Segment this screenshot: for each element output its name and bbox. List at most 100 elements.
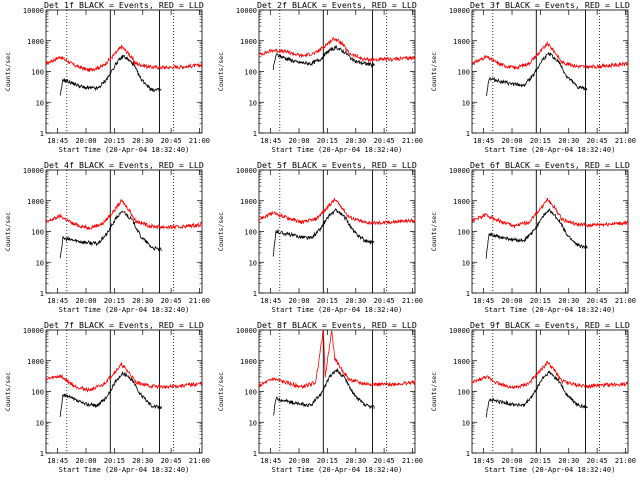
y-tick-label: 1000 [453, 198, 470, 206]
lld-series-line [471, 360, 629, 390]
y-tick-label: 1000 [453, 358, 470, 366]
events-series-line [485, 208, 588, 259]
x-tick-label: 20:15 [104, 297, 125, 305]
y-tick-label: 1000 [453, 38, 470, 46]
x-tick-label: 21:00 [615, 297, 636, 305]
y-tick-label: 1 [40, 130, 44, 138]
x-tick-label: 18:45 [473, 297, 494, 305]
y-tick-label: 10000 [23, 327, 44, 335]
y-tick-label: 10000 [449, 327, 470, 335]
x-tick-label: 20:00 [288, 137, 309, 145]
plot-frame [471, 169, 629, 294]
events-series-line [59, 370, 162, 417]
x-tick-label: 20:15 [104, 137, 125, 145]
x-tick-label: 20:30 [558, 297, 579, 305]
y-tick-label: 1 [253, 130, 257, 138]
panel-plot: Det 6f BLACK = Events, RED = LLD 1 10 100 10… [430, 160, 636, 314]
x-tick-label: 20:00 [75, 457, 96, 465]
plot-frame [258, 9, 416, 134]
x-tick-label: 20:30 [345, 457, 366, 465]
y-tick-label: 100 [457, 389, 470, 397]
plot-frame [45, 329, 203, 454]
events-series-line [485, 370, 588, 418]
x-axis-label: Start Time (20-Apr-04 18:32:40) [485, 146, 616, 154]
y-axis-label: Counts/sec [217, 372, 225, 411]
x-tick-label: 18:45 [260, 137, 281, 145]
panel-plot: Det 2f BLACK = Events, RED = LLD 1 10 100 10… [217, 0, 423, 154]
x-tick-label: 20:45 [587, 137, 608, 145]
x-axis-label: Start Time (20-Apr-04 18:32:40) [59, 466, 190, 474]
x-axis-label: Start Time (20-Apr-04 18:32:40) [272, 466, 403, 474]
detector-panel-7: Det 7f BLACK = Events, RED = LLD 1 10 100 10… [0, 320, 213, 480]
y-axis-label: Counts/sec [4, 212, 12, 251]
y-tick-label: 10 [462, 259, 470, 267]
x-tick-label: 20:15 [317, 457, 338, 465]
x-tick-label: 20:30 [345, 137, 366, 145]
lld-series-line [258, 197, 416, 226]
x-tick-label: 20:45 [374, 297, 395, 305]
y-tick-label: 10000 [23, 167, 44, 175]
x-tick-label: 20:45 [374, 457, 395, 465]
panel-title: Det 7f BLACK = Events, RED = LLD [44, 320, 204, 330]
y-tick-label: 1 [466, 290, 470, 298]
events-series-line [272, 44, 375, 70]
y-tick-label: 10000 [449, 167, 470, 175]
x-tick-label: 21:00 [189, 137, 210, 145]
detector-panel-4: Det 4f BLACK = Events, RED = LLD 1 10 100 10… [0, 160, 213, 320]
x-tick-label: 21:00 [615, 137, 636, 145]
y-tick-label: 100 [31, 229, 44, 237]
y-tick-label: 10 [462, 419, 470, 427]
x-tick-label: 20:45 [587, 457, 608, 465]
panel-title: Det 3f BLACK = Events, RED = LLD [470, 0, 630, 10]
detector-panel-8: Det 8f BLACK = Events, RED = LLD 1 10 100 10… [213, 320, 426, 480]
x-axis-label: Start Time (20-Apr-04 18:32:40) [485, 306, 616, 314]
x-tick-label: 20:00 [75, 297, 96, 305]
x-tick-label: 20:15 [104, 457, 125, 465]
y-tick-label: 1 [466, 450, 470, 458]
x-tick-label: 21:00 [615, 457, 636, 465]
x-tick-label: 18:45 [47, 297, 68, 305]
panel-plot: Det 5f BLACK = Events, RED = LLD 1 10 100 10… [217, 160, 423, 314]
y-tick-label: 1 [466, 130, 470, 138]
x-tick-label: 18:45 [473, 457, 494, 465]
y-tick-label: 100 [457, 229, 470, 237]
y-tick-label: 10 [36, 99, 44, 107]
panel-title: Det 6f BLACK = Events, RED = LLD [470, 160, 630, 170]
lld-series-line [45, 44, 203, 72]
detector-panel-6: Det 6f BLACK = Events, RED = LLD 1 10 100 10… [426, 160, 639, 320]
x-tick-label: 20:00 [501, 297, 522, 305]
y-tick-label: 10 [249, 419, 257, 427]
x-tick-label: 20:30 [132, 457, 153, 465]
y-tick-label: 10000 [23, 7, 44, 15]
plot-frame [258, 329, 416, 454]
panel-title: Det 5f BLACK = Events, RED = LLD [257, 160, 417, 170]
plot-frame [471, 329, 629, 454]
y-axis-label: Counts/sec [430, 372, 438, 411]
lld-series-line [471, 198, 629, 229]
x-axis-label: Start Time (20-Apr-04 18:32:40) [272, 306, 403, 314]
y-tick-label: 100 [244, 69, 257, 77]
x-tick-label: 20:30 [558, 457, 579, 465]
panel-title: Det 9f BLACK = Events, RED = LLD [470, 320, 630, 330]
x-tick-label: 20:45 [161, 457, 182, 465]
events-series-line [59, 210, 162, 259]
y-axis-label: Counts/sec [430, 212, 438, 251]
x-tick-label: 18:45 [260, 297, 281, 305]
y-tick-label: 10 [36, 259, 44, 267]
y-tick-label: 1 [253, 450, 257, 458]
events-series-line [485, 51, 588, 97]
x-tick-label: 20:30 [132, 137, 153, 145]
y-tick-label: 1000 [27, 198, 44, 206]
x-tick-label: 20:00 [501, 457, 522, 465]
panel-title: Det 4f BLACK = Events, RED = LLD [44, 160, 204, 170]
y-tick-label: 10 [249, 99, 257, 107]
events-series-line [272, 208, 375, 257]
x-tick-label: 20:45 [161, 137, 182, 145]
events-series-line [59, 54, 162, 96]
plot-frame [471, 9, 629, 134]
panel-plot: Det 9f BLACK = Events, RED = LLD 1 10 100 10… [430, 320, 636, 474]
x-tick-label: 20:15 [317, 297, 338, 305]
y-tick-label: 10000 [236, 167, 257, 175]
x-tick-label: 21:00 [402, 137, 423, 145]
y-tick-label: 10000 [236, 327, 257, 335]
